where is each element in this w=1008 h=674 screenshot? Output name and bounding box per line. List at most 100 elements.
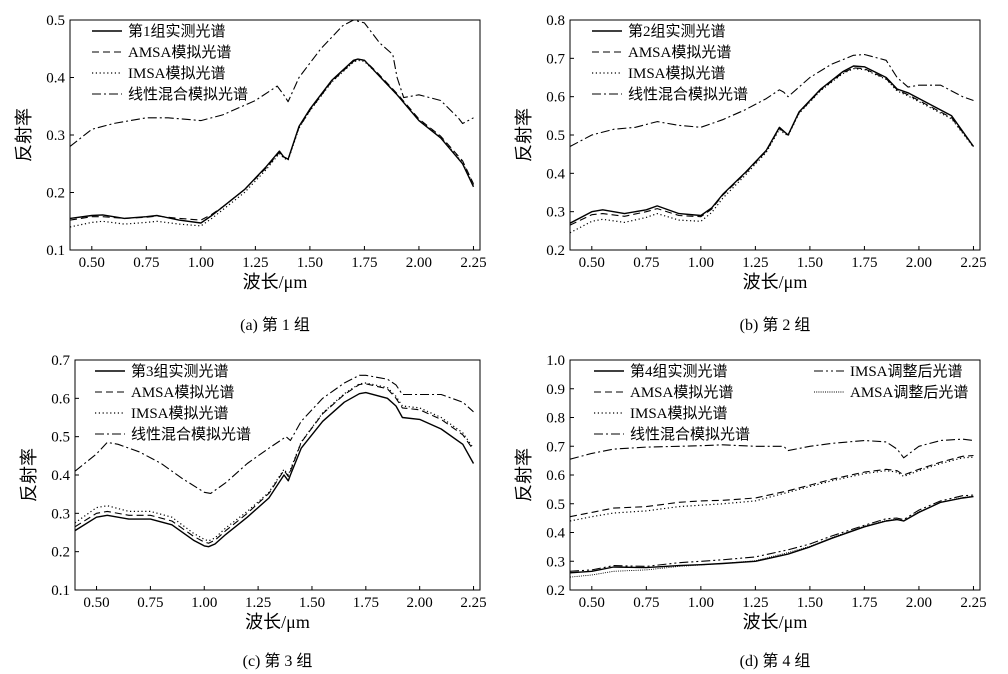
y-tick-label: 0.6 bbox=[546, 90, 565, 106]
x-axis-label: 波长/μm bbox=[743, 272, 808, 292]
x-tick-label: 2.00 bbox=[906, 595, 932, 611]
series-line bbox=[570, 495, 974, 578]
y-tick-label: 0.6 bbox=[51, 391, 70, 407]
x-tick-label: 1.00 bbox=[688, 595, 714, 611]
y-tick-label: 0.8 bbox=[546, 411, 565, 427]
x-axis-label: 波长/μm bbox=[243, 272, 308, 292]
series-line bbox=[570, 438, 974, 460]
x-tick-label: 1.25 bbox=[242, 255, 268, 271]
legend-label: IMSA模拟光谱 bbox=[630, 405, 728, 422]
y-tick-label: 0.7 bbox=[546, 439, 565, 455]
legend-label: IMSA模拟光谱 bbox=[131, 405, 229, 422]
y-tick-label: 0.1 bbox=[46, 243, 65, 259]
x-tick-label: 1.50 bbox=[797, 255, 823, 271]
x-tick-label: 2.25 bbox=[460, 255, 486, 271]
x-tick-label: 2.25 bbox=[960, 595, 986, 611]
panel-caption: (c) 第 3 组 bbox=[243, 652, 313, 670]
y-tick-label: 0.2 bbox=[546, 243, 565, 259]
series-group bbox=[570, 53, 975, 234]
y-tick-label: 0.4 bbox=[51, 468, 70, 484]
y-tick-label: 0.9 bbox=[546, 382, 565, 398]
y-axis-label: 反射率 bbox=[514, 448, 534, 502]
y-tick-label: 1.0 bbox=[546, 353, 565, 369]
legend-label: AMSA模拟光谱 bbox=[131, 384, 234, 401]
x-tick-label: 1.75 bbox=[353, 595, 379, 611]
legend-label: 线性混合模拟光谱 bbox=[628, 86, 748, 103]
series-line bbox=[570, 494, 974, 572]
x-tick-label: 0.50 bbox=[579, 255, 605, 271]
panel-b: 0.50 0.75 1.00 1.25 1.50 1.75 2.00 2.25 0.2 0.3 0.… bbox=[514, 13, 987, 334]
legend-label: AMSA模拟光谱 bbox=[630, 384, 733, 401]
y-tick-label: 0.3 bbox=[546, 205, 565, 221]
series-line bbox=[75, 383, 474, 544]
legend-label: IMSA模拟光谱 bbox=[628, 65, 726, 82]
panel-d: 0.50 0.75 1.00 1.25 1.50 1.75 2.00 2.25 0.2 0.3 0.… bbox=[514, 353, 987, 670]
panel-c: 0.50 0.75 1.00 1.25 1.50 1.75 2.00 2.25 0.1 0.2 0.… bbox=[19, 353, 487, 670]
x-tick-label: 0.75 bbox=[633, 255, 659, 271]
legend-label: IMSA模拟光谱 bbox=[128, 65, 226, 82]
y-tick-label: 0.8 bbox=[546, 13, 565, 29]
x-tick-label: 1.00 bbox=[188, 255, 214, 271]
x-tick-label: 1.00 bbox=[191, 595, 217, 611]
series-line bbox=[570, 495, 974, 574]
series-line bbox=[75, 391, 475, 548]
x-tick-label: 1.50 bbox=[297, 255, 323, 271]
series-line bbox=[570, 53, 974, 147]
y-tick-label: 0.2 bbox=[46, 186, 65, 202]
y-tick-label: 0.4 bbox=[546, 166, 565, 182]
series-line bbox=[70, 59, 475, 228]
y-tick-label: 0.3 bbox=[46, 128, 65, 144]
x-tick-label: 0.75 bbox=[133, 255, 159, 271]
panel-caption: (a) 第 1 组 bbox=[240, 316, 310, 334]
series-group bbox=[75, 374, 475, 548]
series-line bbox=[70, 58, 474, 221]
x-tick-label: 2.25 bbox=[960, 255, 986, 271]
y-tick-label: 0.5 bbox=[546, 497, 565, 513]
legend-label: 线性混合模拟光谱 bbox=[128, 86, 248, 103]
x-axis-label: 波长/μm bbox=[743, 612, 808, 632]
y-axis-label: 反射率 bbox=[14, 108, 34, 162]
y-axis-label: 反射率 bbox=[514, 108, 534, 162]
x-tick-label: 1.25 bbox=[742, 595, 768, 611]
series-line bbox=[70, 58, 475, 224]
x-tick-label: 2.00 bbox=[407, 595, 433, 611]
y-tick-label: 0.5 bbox=[51, 430, 70, 446]
x-tick-label: 2.00 bbox=[906, 255, 932, 271]
x-tick-label: 1.25 bbox=[245, 595, 271, 611]
series-group bbox=[70, 20, 475, 228]
x-tick-label: 0.75 bbox=[137, 595, 163, 611]
series-line bbox=[75, 382, 474, 542]
legend-label: 第4组实测光谱 bbox=[630, 362, 728, 380]
legend-label: 第1组实测光谱 bbox=[128, 22, 226, 40]
y-tick-label: 0.6 bbox=[546, 468, 565, 484]
legend-label: AMSA模拟光谱 bbox=[128, 44, 231, 61]
legend-label: AMSA模拟光谱 bbox=[628, 44, 731, 61]
series-line bbox=[570, 454, 974, 518]
x-tick-label: 2.25 bbox=[460, 595, 486, 611]
panel-caption: (d) 第 4 组 bbox=[740, 652, 811, 670]
series-line bbox=[570, 65, 975, 224]
panel-caption: (b) 第 2 组 bbox=[740, 316, 811, 334]
y-tick-label: 0.4 bbox=[46, 71, 65, 87]
x-tick-label: 0.50 bbox=[83, 595, 109, 611]
legend-label: IMSA调整后光谱 bbox=[850, 363, 963, 380]
y-tick-label: 0.2 bbox=[546, 583, 565, 599]
legend-label: 线性混合模拟光谱 bbox=[131, 426, 251, 443]
y-tick-label: 0.2 bbox=[51, 545, 70, 561]
x-tick-label: 1.75 bbox=[851, 255, 877, 271]
x-tick-label: 1.50 bbox=[299, 595, 325, 611]
y-tick-label: 0.5 bbox=[546, 128, 565, 144]
x-tick-label: 1.75 bbox=[851, 595, 877, 611]
series-group bbox=[570, 438, 974, 578]
x-tick-label: 0.50 bbox=[579, 595, 605, 611]
y-tick-label: 0.1 bbox=[51, 583, 70, 599]
y-tick-label: 0.3 bbox=[546, 554, 565, 570]
legend-label: 第3组实测光谱 bbox=[131, 362, 229, 380]
legend-label: AMSA调整后光谱 bbox=[850, 384, 968, 401]
legend-label: 线性混合模拟光谱 bbox=[630, 426, 750, 443]
x-tick-label: 2.00 bbox=[406, 255, 432, 271]
